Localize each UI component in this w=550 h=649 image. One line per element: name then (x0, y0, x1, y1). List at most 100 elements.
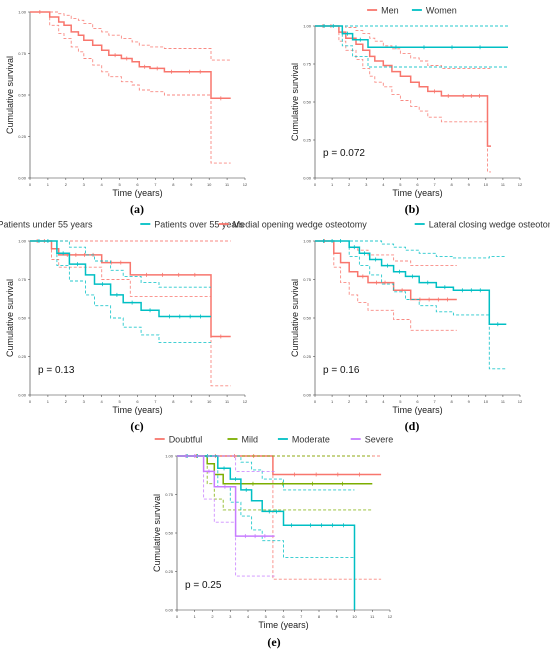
x-tick-label: 7 (300, 614, 303, 619)
y-tick-label: 0.25 (18, 354, 27, 359)
survival-line (177, 455, 373, 485)
x-tick-label: 6 (416, 399, 419, 404)
x-tick-label: 8 (318, 614, 321, 619)
x-tick-label: 2 (65, 399, 68, 404)
y-tick-label: 1.00 (303, 239, 312, 244)
x-tick-label: 10 (484, 182, 489, 187)
y-tick-label: 0.00 (18, 176, 27, 181)
x-tick-label: 4 (382, 399, 385, 404)
survival-line (30, 240, 231, 338)
survival-line (315, 25, 491, 147)
x-tick-label: 7 (433, 182, 436, 187)
x-tick-label: 10 (352, 614, 357, 619)
legend-label: Mild (242, 435, 259, 445)
series-group (177, 454, 275, 577)
legend-label: Patients over 55 years (154, 220, 244, 230)
chart-panel: 0 1 2 3 4 5 6 7 8 9 10 11 120.000.250.500.751.00Time… (5, 10, 248, 217)
x-tick-label: 4 (101, 182, 104, 187)
y-tick-label: 0.50 (18, 93, 27, 98)
x-tick-label: 0 (29, 182, 32, 187)
x-tick-label: 10 (484, 399, 489, 404)
y-tick-label: 0.75 (303, 62, 312, 67)
survival-line (30, 240, 211, 318)
panel-label: (c) (130, 419, 143, 433)
x-tick-label: 11 (501, 399, 506, 404)
y-tick-label: 0.75 (18, 51, 27, 56)
y-axis-title: Cumulative survival (152, 494, 162, 572)
y-tick-label: 1.00 (18, 239, 27, 244)
x-axis-title: Time (years) (392, 405, 442, 415)
y-tick-label: 0.50 (18, 316, 27, 321)
x-tick-label: 0 (29, 399, 32, 404)
ci-lower-line (30, 11, 231, 164)
ci-upper-line (177, 455, 355, 491)
y-tick-label: 0.50 (303, 316, 312, 321)
series-group (315, 24, 491, 173)
x-tick-label: 2 (65, 182, 68, 187)
x-tick-label: 4 (247, 614, 250, 619)
panel-label: (d) (405, 419, 420, 433)
x-tick-label: 2 (348, 399, 351, 404)
p-value-label: p = 0.16 (323, 365, 360, 376)
y-axis-title: Cumulative survival (5, 279, 15, 357)
legend: Doubtful Mild Moderate Severe (154, 435, 393, 445)
x-tick-label: 5 (118, 182, 121, 187)
p-value-label: p = 0.13 (38, 365, 75, 376)
y-axis-title: Cumulative survival (290, 279, 300, 357)
series-group (315, 24, 508, 68)
ci-lower-line (30, 240, 211, 344)
y-tick-label: 0.25 (303, 138, 312, 143)
x-tick-label: 4 (382, 182, 385, 187)
legend-label: Women (426, 6, 457, 16)
y-tick-label: 0.50 (303, 100, 312, 105)
x-tick-label: 8 (451, 399, 454, 404)
x-tick-label: 7 (433, 399, 436, 404)
x-tick-label: 5 (399, 182, 402, 187)
legend: Men Women (367, 6, 457, 16)
ci-upper-line (177, 455, 275, 472)
x-tick-label: 9 (336, 614, 339, 619)
p-value-label: p = 0.25 (185, 580, 222, 591)
y-tick-label: 0.75 (18, 277, 27, 282)
x-tick-label: 11 (225, 399, 230, 404)
x-tick-label: 9 (468, 399, 471, 404)
legend-label: Medial opening wedge osteotomy (233, 220, 368, 230)
panel-label: (a) (130, 202, 144, 216)
x-tick-label: 9 (190, 182, 193, 187)
y-tick-label: 0.75 (165, 492, 174, 497)
x-tick-label: 12 (243, 182, 248, 187)
series-group (30, 10, 231, 164)
ci-upper-line (30, 11, 231, 61)
ci-upper-line (315, 25, 491, 70)
survival-line (315, 240, 457, 301)
series-group (315, 239, 457, 331)
x-tick-label: 12 (518, 182, 523, 187)
x-tick-label: 10 (207, 182, 212, 187)
x-tick-label: 4 (101, 399, 104, 404)
x-tick-label: 11 (501, 182, 506, 187)
y-tick-label: 0.25 (18, 134, 27, 139)
x-tick-label: 11 (370, 614, 375, 619)
chart-panel: Medial opening wedge osteotomy Lateral cl… (218, 220, 550, 433)
x-tick-label: 0 (314, 182, 317, 187)
y-axis-title: Cumulative survival (5, 56, 15, 134)
x-tick-label: 6 (136, 182, 139, 187)
x-axis-title: Time (years) (392, 188, 442, 198)
x-tick-label: 2 (211, 614, 214, 619)
x-tick-label: 8 (172, 182, 175, 187)
x-tick-label: 3 (365, 399, 368, 404)
x-tick-label: 3 (229, 614, 232, 619)
y-tick-label: 0.00 (303, 176, 312, 181)
legend-label: Lateral closing wedge osteotomy (429, 220, 550, 230)
legend-label: Patients under 55 years (0, 220, 93, 230)
x-tick-label: 7 (154, 399, 157, 404)
x-axis-title: Time (years) (112, 188, 162, 198)
x-tick-label: 8 (451, 182, 454, 187)
x-tick-label: 10 (207, 399, 212, 404)
series-group (177, 454, 373, 511)
panel-label: (e) (267, 635, 280, 649)
survival-line (30, 11, 231, 100)
